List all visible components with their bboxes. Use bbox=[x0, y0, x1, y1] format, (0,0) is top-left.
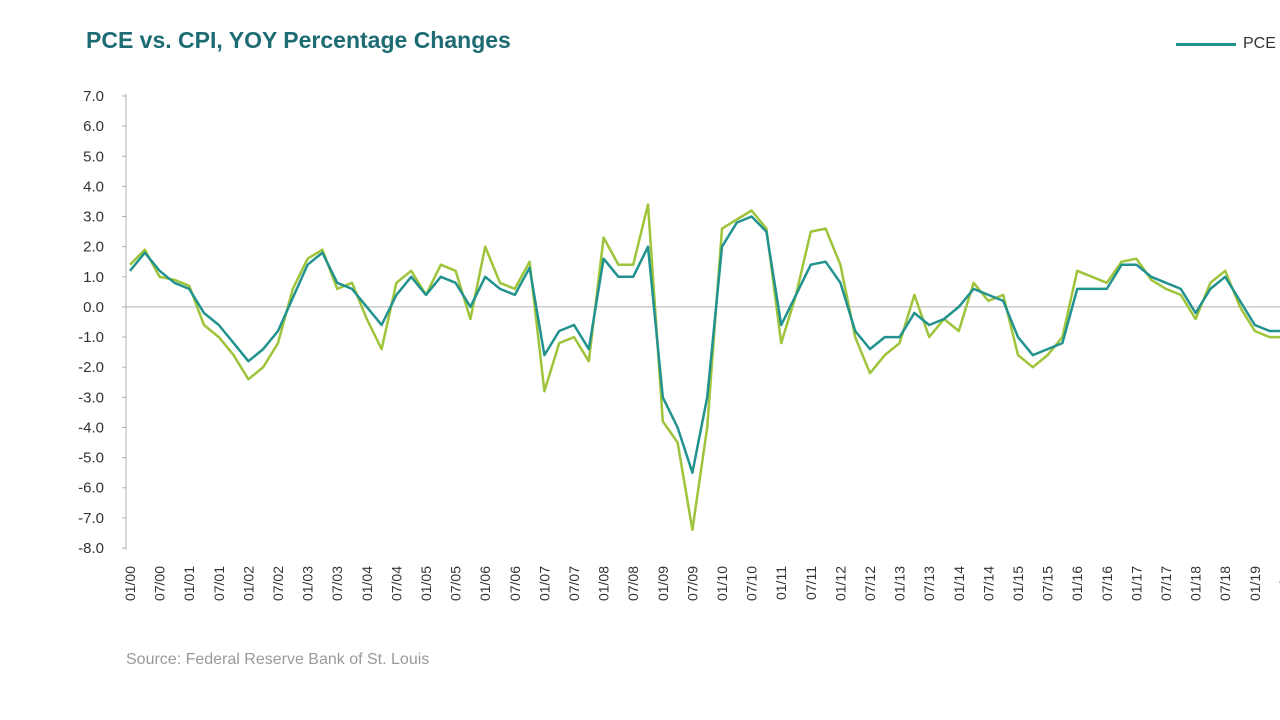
x-tick-label: 07/11 bbox=[803, 566, 819, 600]
x-tick-label: 07/05 bbox=[448, 566, 464, 601]
x-tick-label: 07/09 bbox=[684, 566, 700, 601]
y-axis-ticks: 7.0 6.0 5.0 4.0 3.0 2.0 1.0 0.0 -1.0 -2.0 -3.0 -4.0… bbox=[78, 88, 126, 557]
x-tick-label: 07/16 bbox=[1099, 566, 1115, 601]
x-tick-label: 01/04 bbox=[359, 566, 375, 601]
x-tick-label: 01/02 bbox=[240, 566, 256, 601]
x-tick-label: 07/06 bbox=[507, 566, 523, 601]
chart-axes bbox=[125, 94, 1280, 550]
y-tick-label: -8.0 bbox=[78, 540, 104, 557]
x-tick-label: 01/16 bbox=[1069, 566, 1085, 601]
x-tick-label: 07/14 bbox=[980, 566, 996, 601]
x-tick-label: 07/12 bbox=[862, 566, 878, 601]
y-tick-label: 5.0 bbox=[83, 148, 104, 165]
x-axis-ticks: 01/00 07/00 01/01 07/01 01/02 07/02 01/03 07/03… bbox=[122, 566, 1280, 601]
y-tick-label: -7.0 bbox=[78, 510, 104, 527]
x-tick-label: 07/15 bbox=[1040, 566, 1056, 601]
y-tick-label: 7.0 bbox=[83, 88, 104, 105]
x-tick-label: 07/01 bbox=[211, 566, 227, 601]
x-tick-label: 07/10 bbox=[744, 566, 760, 601]
legend-swatch-pce bbox=[1176, 42, 1236, 46]
y-tick-label: -2.0 bbox=[78, 359, 104, 376]
legend-label-pce: PCE bbox=[1243, 35, 1276, 52]
y-tick-label: 1.0 bbox=[83, 269, 104, 286]
x-tick-label: 07/02 bbox=[270, 566, 286, 601]
x-tick-label: 01/08 bbox=[596, 566, 612, 601]
x-tick-label: 07/00 bbox=[152, 566, 168, 601]
x-tick-label: 01/13 bbox=[892, 566, 908, 601]
x-tick-label: 01/19 bbox=[1247, 566, 1263, 601]
x-tick-label: 01/06 bbox=[477, 566, 493, 601]
x-tick-label: 01/09 bbox=[655, 566, 671, 601]
x-tick-label: 07/04 bbox=[388, 566, 404, 601]
x-tick-label: 01/10 bbox=[714, 566, 730, 601]
chart-legend: PCE bbox=[1176, 34, 1276, 54]
cpi-line bbox=[129, 203, 1280, 532]
y-tick-label: 3.0 bbox=[83, 209, 104, 226]
y-tick-label: -3.0 bbox=[78, 389, 104, 406]
x-tick-label: 01/17 bbox=[1128, 566, 1144, 601]
x-tick-label: 01/00 bbox=[122, 566, 138, 601]
x-tick-label: 01/14 bbox=[951, 566, 967, 601]
x-tick-label: 07/17 bbox=[1158, 566, 1174, 601]
chart-series bbox=[129, 203, 1280, 532]
y-tick-label: 0.0 bbox=[83, 299, 104, 316]
y-tick-label: -4.0 bbox=[78, 419, 104, 436]
x-tick-label: 07/18 bbox=[1217, 566, 1233, 601]
x-tick-label: 01/01 bbox=[181, 566, 197, 601]
source-note: Source: Federal Reserve Bank of St. Loui… bbox=[126, 651, 430, 668]
y-tick-label: 6.0 bbox=[83, 118, 104, 135]
x-tick-label: 07/07 bbox=[566, 566, 582, 601]
x-tick-label: 01/05 bbox=[418, 566, 434, 601]
x-tick-label: 07/03 bbox=[329, 566, 345, 601]
x-tick-label: 01/03 bbox=[300, 566, 316, 601]
y-tick-label: -1.0 bbox=[78, 329, 104, 346]
x-tick-label: 07/08 bbox=[625, 566, 641, 601]
x-tick-label: 01/12 bbox=[832, 566, 848, 601]
x-tick-label: 07/13 bbox=[921, 566, 937, 601]
x-tick-label: 01/18 bbox=[1188, 566, 1204, 601]
y-tick-label: 2.0 bbox=[83, 239, 104, 256]
y-tick-label: 4.0 bbox=[83, 178, 104, 195]
x-tick-label: 01/15 bbox=[1010, 566, 1026, 601]
x-tick-label: 01/11 bbox=[773, 566, 789, 600]
x-tick-label: 01/07 bbox=[536, 566, 552, 601]
y-tick-label: -6.0 bbox=[78, 480, 104, 497]
y-tick-label: -5.0 bbox=[78, 450, 104, 467]
chart-title: PCE vs. CPI, YOY Percentage Changes bbox=[86, 27, 511, 53]
pce-line bbox=[129, 215, 1280, 474]
x-tick-label: 07/19 bbox=[1276, 566, 1280, 601]
